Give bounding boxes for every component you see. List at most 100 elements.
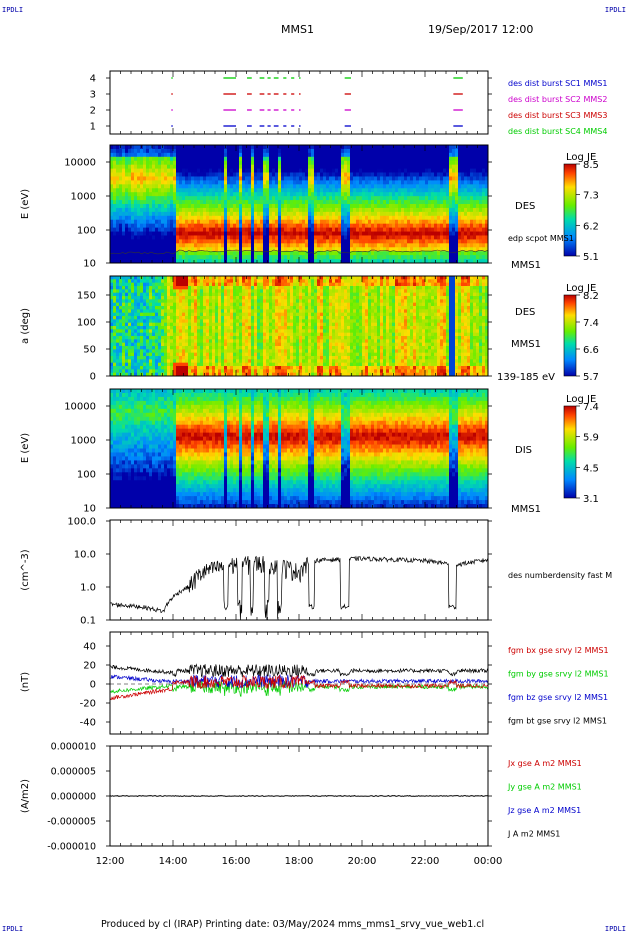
des-energy-cell [230, 235, 234, 240]
des-pitch-cell [224, 299, 228, 304]
des-energy-cell [302, 239, 306, 244]
des-pitch-cell [116, 279, 120, 284]
des-energy-cell [266, 239, 270, 244]
des-pitch-cell [119, 332, 123, 337]
des-energy-cell [344, 164, 348, 169]
des-energy-cell [122, 156, 126, 162]
des-energy-cell [215, 152, 219, 158]
des-energy-cell [131, 243, 135, 248]
des-energy-cell [422, 259, 426, 264]
des-energy-cell [329, 207, 333, 213]
des-energy-cell [437, 168, 441, 173]
des-energy-cell [224, 207, 228, 213]
des-energy-cell [395, 156, 399, 162]
des-energy-cell [176, 215, 180, 221]
des-energy-cell [215, 251, 219, 256]
des-energy-cell [362, 152, 366, 158]
des-energy-cell [293, 239, 297, 244]
des-pitch-cell [131, 279, 135, 284]
des-energy-cell [245, 227, 249, 232]
des-pitch-cell [179, 319, 183, 324]
des-pitch-cell [179, 312, 183, 317]
des-energy-cell [158, 219, 162, 225]
des-pitch-cell [227, 276, 231, 280]
des-energy-cell [395, 164, 399, 169]
des-pitch-cell [227, 372, 231, 377]
des-energy-cell [470, 255, 474, 260]
des-energy-cell [137, 255, 141, 260]
des-pitch-cell [131, 339, 135, 344]
des-energy-cell [236, 223, 240, 228]
des-energy-cell [302, 223, 306, 228]
des-pitch-cell [197, 302, 201, 307]
des-pitch-cell [140, 302, 144, 307]
des-energy-cell [374, 148, 378, 154]
des-energy-cell [143, 164, 147, 169]
des-pitch-cell [146, 346, 150, 350]
des-energy-cell [296, 239, 300, 244]
des-energy-cell [125, 145, 129, 150]
des-energy-cell [209, 251, 213, 256]
des-energy-cell [317, 247, 321, 252]
des-pitch-cell [206, 289, 210, 294]
des-pitch-cell [134, 346, 138, 350]
des-energy-cell [134, 251, 138, 256]
des-energy-cell [305, 235, 309, 240]
des-energy-cell [236, 148, 240, 154]
des-energy-cell [161, 172, 165, 177]
des-pitch-cell [128, 362, 132, 367]
des-pitch-cell [143, 306, 147, 310]
des-energy-cell [356, 239, 360, 244]
des-energy-cell [113, 168, 117, 173]
des-energy-cell [458, 243, 462, 248]
des-pitch-cell [155, 326, 159, 330]
des-energy-cell [140, 243, 144, 248]
des-pitch-cell [158, 342, 162, 347]
des-energy-cell [146, 231, 150, 236]
des-energy-cell [197, 200, 201, 205]
des-energy-cell [287, 255, 291, 260]
des-energy-cell [143, 211, 147, 217]
des-energy-cell [326, 255, 330, 260]
des-energy-cell [275, 196, 279, 201]
des-energy-cell [377, 223, 381, 228]
des-energy-cell [119, 223, 123, 228]
des-energy-cell [296, 259, 300, 264]
des-energy-cell [407, 192, 411, 197]
des-pitch-cell [200, 302, 204, 307]
des-energy-cell [380, 207, 384, 213]
des-energy-cell [239, 156, 243, 162]
des-pitch-cell [170, 319, 174, 324]
des-energy-cell [167, 235, 171, 240]
des-energy-cell [251, 207, 255, 213]
des-pitch-cell [161, 339, 165, 344]
des-energy-cell [206, 172, 210, 177]
des-pitch-cell [224, 332, 228, 337]
des-energy-cell [335, 188, 339, 193]
des-energy-cell [314, 200, 318, 205]
des-energy-cell [413, 168, 417, 173]
des-energy-cell [275, 223, 279, 228]
des-energy-cell [218, 176, 222, 181]
des-energy-cell [443, 255, 447, 260]
des-energy-cell [377, 239, 381, 244]
des-energy-cell [230, 204, 234, 209]
des-energy-cell [386, 235, 390, 240]
des-pitch-cell [164, 276, 168, 280]
des-energy-cell [128, 160, 132, 166]
des-energy-cell [152, 204, 156, 209]
des-energy-cell [335, 152, 339, 158]
des-energy-cell [449, 239, 453, 244]
des-pitch-cell [191, 296, 195, 300]
des-energy-cell [116, 219, 120, 225]
des-energy-cell [416, 231, 420, 236]
des-pitch-cell [146, 309, 150, 314]
des-energy-cell [371, 204, 375, 209]
des-energy-cell [383, 164, 387, 169]
des-energy-cell [143, 156, 147, 162]
des-pitch-cell [140, 319, 144, 324]
des-energy-cell [482, 231, 486, 236]
des-energy-cell [473, 168, 477, 173]
des-energy-cell [125, 156, 129, 162]
des-energy-cell [380, 227, 384, 232]
